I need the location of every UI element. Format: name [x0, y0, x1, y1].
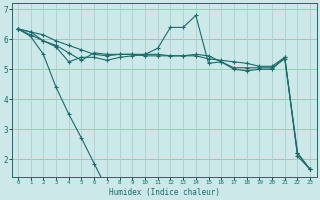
X-axis label: Humidex (Indice chaleur): Humidex (Indice chaleur) [108, 188, 220, 197]
